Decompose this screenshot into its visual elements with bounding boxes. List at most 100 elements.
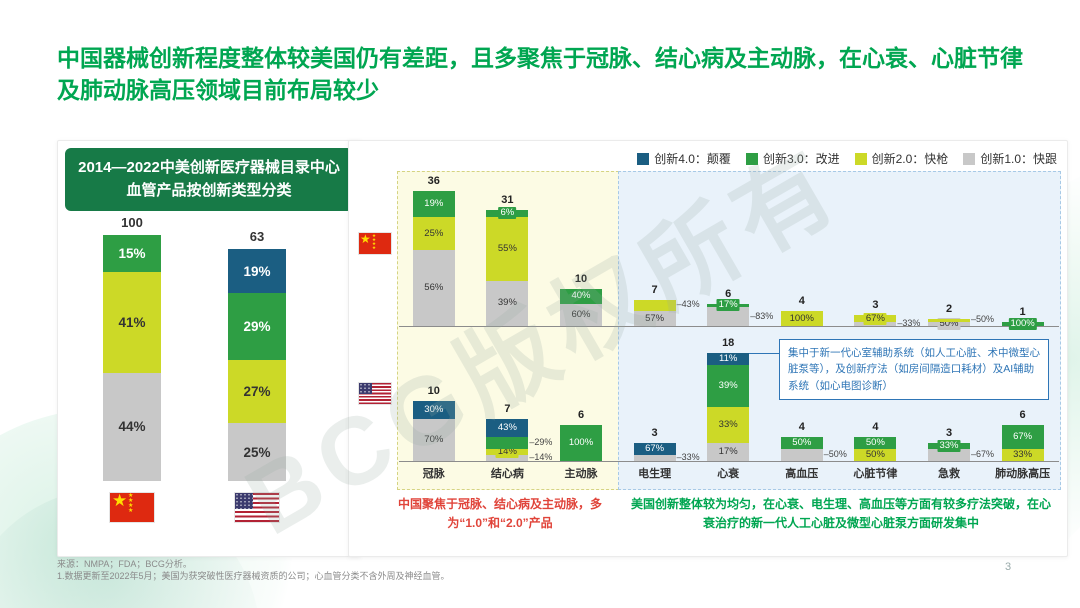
legend-item: 创新3.0：改进 — [745, 150, 840, 167]
stacked-bar-segment — [633, 299, 676, 312]
us-row-axis — [399, 461, 1059, 462]
bar-total-label: 6 — [1019, 409, 1026, 421]
page-number: 3 — [1005, 561, 1012, 573]
bar-total-label: 10 — [574, 272, 588, 285]
stacked-bar-chart-country-totals: 100 44% 41% 15% 63 25% 27% 29% 19% — [58, 141, 360, 556]
legend: 创新4.0：颠覆 创新3.0：改进 创新2.0：快枪 创新1.0：快跟 — [637, 150, 1057, 167]
segment-value-label: 11% — [717, 352, 740, 365]
us-note: 美国创新整体较为均匀，在心衰、电生理、高血压等方面有较多疗法突破，在心衰治疗的新… — [630, 497, 1051, 530]
category-label: 心衰 — [717, 468, 740, 480]
bar-total-label: 4 — [798, 295, 805, 307]
segment-value-label: –50% — [823, 449, 847, 459]
bar-total-label: 18 — [722, 337, 735, 349]
left-chart-panel: 2014—2022中美创新医疗器械目录中心血管产品按创新类型分类 100 44% 4… — [57, 140, 361, 557]
star-icon: ★ — [112, 493, 128, 510]
segment-value-label: –33% — [897, 318, 921, 329]
us-flag-icon — [359, 383, 391, 404]
left-chart-title: 2014—2022中美创新医疗器械目录中心血管产品按创新类型分类 — [65, 148, 353, 211]
stacked-bar-segment: 25% — [228, 423, 286, 481]
callout-box: 集中于新一代心室辅助系统（如人工心脏、术中微型心脏泵等），及创新疗法（如房间隔造… — [779, 339, 1049, 400]
segment-value-label: 33% — [1011, 449, 1035, 462]
segment-value-label: 29% — [243, 319, 271, 335]
stacked-bar-segment: 44% — [103, 372, 161, 481]
category-label: 冠脉 — [422, 468, 445, 480]
segment-value-label: 67% — [1011, 431, 1035, 444]
segment-value-label: 57% — [643, 312, 667, 325]
legend-label: 创新4.0：颠覆 — [654, 152, 731, 166]
bar-total-label: 3 — [651, 427, 658, 439]
segment-value-label: 17% — [716, 445, 740, 458]
bar-total-label: 100 — [121, 215, 143, 230]
bar-total-label: 10 — [427, 385, 440, 397]
bar-total-label: 3 — [872, 298, 879, 311]
segment-value-label: 60% — [569, 308, 593, 321]
stacked-bar-segment — [633, 455, 676, 461]
segment-value-label: 33% — [716, 418, 740, 431]
segment-value-label: 70% — [422, 434, 446, 446]
segment-value-label: –33% — [676, 452, 700, 463]
segment-value-label: –83% — [750, 310, 774, 321]
bar-total-label: 6 — [577, 409, 585, 421]
flag-canton — [359, 383, 373, 395]
segment-value-label: 17% — [716, 299, 740, 312]
segment-value-label: 25% — [243, 444, 271, 460]
stacked-bar-segment — [780, 449, 823, 461]
segment-value-label: 39% — [495, 297, 519, 310]
legend-label: 创新2.0：快枪 — [871, 152, 949, 166]
bar-total-label: 7 — [504, 403, 511, 415]
segment-value-label: 67% — [643, 443, 667, 456]
segment-value-label: –14% — [529, 452, 553, 463]
bar-total-label: 6 — [725, 287, 732, 300]
legend-label: 创新1.0：快跟 — [980, 152, 1057, 166]
segment-value-label: 56% — [422, 282, 446, 295]
bar-total-label: 4 — [872, 421, 879, 433]
bar-total-label: 36 — [427, 175, 440, 187]
china-flag-icon: ★ ★★★★ — [359, 233, 391, 254]
legend-item: 创新1.0：快跟 — [963, 150, 1057, 167]
stacked-bar-segment — [928, 318, 970, 323]
segment-value-label: 39% — [716, 379, 740, 392]
segment-value-label: 19% — [243, 263, 271, 279]
segment-value-label: 27% — [243, 384, 271, 400]
star-icon: ★ — [360, 233, 371, 246]
small-stars-icon: ★★★★ — [372, 233, 377, 250]
bar-total-label: 63 — [249, 229, 265, 244]
segment-value-label: 33% — [937, 439, 961, 452]
segment-value-label: –43% — [676, 299, 700, 310]
segment-value-label: –50% — [971, 314, 995, 325]
legend-swatch — [637, 152, 650, 165]
segment-value-label: 55% — [495, 242, 519, 255]
segment-value-label: 100% — [1008, 318, 1037, 331]
category-label: 主动脉 — [564, 468, 598, 480]
footer-source: 来源：NMPA；FDA；BCG分析。 — [57, 559, 192, 569]
segment-value-label: 50% — [863, 449, 887, 461]
us-focus-region — [618, 171, 1061, 490]
callout-connector — [749, 353, 779, 354]
segment-value-label: 100% — [787, 312, 816, 325]
category-label: 急救 — [937, 468, 960, 480]
segment-value-label: 40% — [569, 290, 593, 302]
stacked-bar-segment: 29% — [228, 293, 286, 361]
flag-canton — [235, 493, 254, 509]
bar-total-label: 7 — [651, 283, 658, 296]
legend-swatch — [745, 152, 758, 165]
segment-value-label: 44% — [118, 419, 146, 435]
segment-value-label: 100% — [566, 437, 596, 449]
stacked-bar-segment: 27% — [228, 360, 286, 423]
stacked-bar-segment: 19% — [228, 249, 286, 294]
stacked-bar-segment — [707, 307, 750, 326]
category-label: 高血压 — [785, 468, 819, 480]
segment-value-label: –29% — [529, 437, 553, 448]
segment-value-label: 25% — [422, 227, 446, 240]
category-label: 心脏节律 — [853, 468, 898, 480]
china-row-axis — [399, 326, 1059, 327]
legend-swatch — [854, 152, 867, 165]
stacked-bar-segment: 15% — [103, 235, 161, 272]
segment-value-label: 30% — [422, 404, 446, 416]
china-flag-icon: ★ ★★★★ — [110, 493, 154, 522]
stacked-bar-segment — [486, 437, 529, 450]
segment-value-label: 6% — [498, 207, 517, 220]
bar-total-label: 2 — [945, 302, 953, 315]
segment-value-label: 43% — [495, 422, 519, 435]
segment-value-label: –67% — [971, 448, 995, 459]
